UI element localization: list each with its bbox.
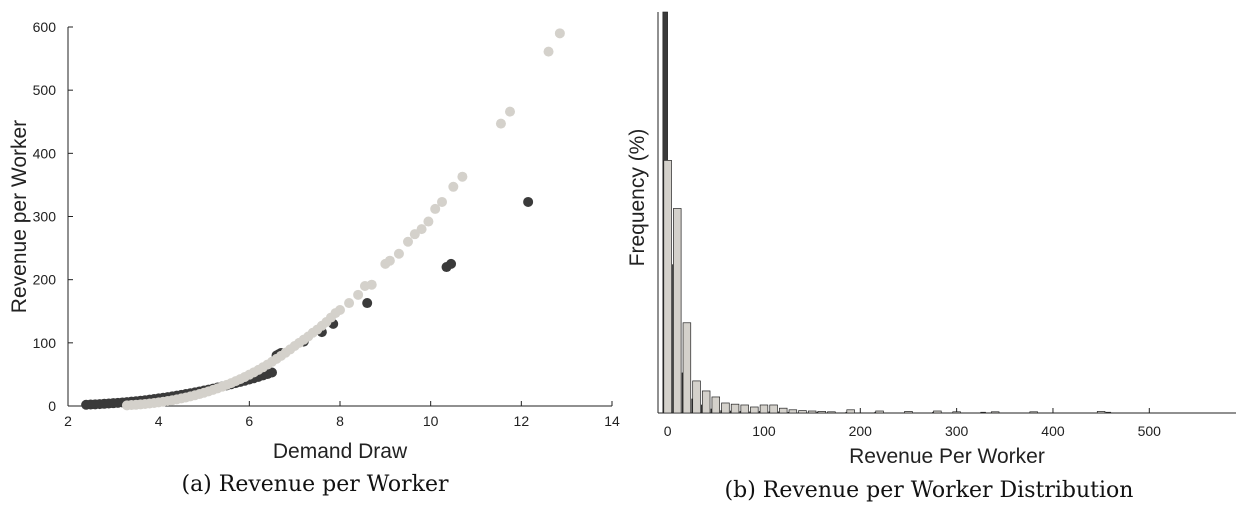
histogram-bar-light [682, 322, 692, 414]
histogram-bar-light [933, 410, 942, 414]
scatter-point-light [423, 216, 434, 227]
histogram-bar-light [1029, 411, 1038, 414]
histogram-bar-light [827, 411, 836, 414]
histogram-bar-light [990, 411, 1000, 414]
x-tick-label: 8 [336, 413, 344, 429]
scatter-point-light [437, 196, 447, 207]
scatter-point-light [554, 28, 565, 39]
histogram-bar-light [701, 390, 711, 414]
scatter-point-dark [267, 367, 277, 378]
histogram-bar-light [663, 160, 672, 414]
y-tick-label: 0 [48, 398, 56, 414]
x-tick-label: 0 [664, 423, 672, 439]
scatter-point-light [393, 248, 404, 259]
x-tick-label: 6 [245, 413, 253, 429]
y-tick-label: 600 [33, 19, 57, 35]
scatter-point-dark [523, 196, 534, 207]
x-tick-label: 14 [604, 413, 620, 429]
scatter-point-light [335, 304, 345, 315]
scatter-point-light [409, 229, 420, 240]
histogram-bar-light [769, 404, 778, 414]
histogram-bar-light [692, 380, 701, 414]
y-tick-label: 500 [33, 82, 57, 98]
caption-b: (b) Revenue per Worker Distribution [724, 478, 1134, 503]
x-tick-label: 300 [945, 423, 969, 439]
panel-revenue-histogram: 0 100 200 300 400 500 Revenue Per Worker Freque… [620, 0, 1238, 513]
y-tick-label: 300 [33, 209, 57, 225]
histogram-bar-light [740, 404, 749, 414]
y-tick-label: 400 [33, 145, 57, 161]
x-axis-title: Revenue Per Worker [849, 445, 1045, 468]
x-tick-label: 100 [752, 423, 776, 439]
scatter-point-light [457, 171, 468, 182]
scatter-point-light [366, 279, 377, 290]
scatter-point-light [384, 255, 395, 266]
y-tick-label: 100 [33, 335, 57, 351]
x-tick-label: 4 [155, 413, 163, 429]
x-tick-label: 400 [1041, 423, 1065, 439]
scatter-point-light [353, 289, 364, 300]
histogram-bar-dark [1105, 411, 1112, 414]
scatter-point-light [430, 203, 441, 214]
x-tick-label: 12 [514, 413, 530, 429]
x-axis-title: Demand Draw [273, 440, 408, 463]
scatter-point-dark [446, 258, 457, 269]
histogram-bar-light [846, 409, 855, 414]
scatter-point-light [448, 181, 459, 192]
scatter-point-dark [362, 298, 373, 309]
histogram-bar-light [711, 396, 721, 414]
histogram-bar-light [779, 407, 788, 414]
histogram-bar-light [798, 410, 807, 414]
histogram-bar-light [721, 402, 730, 414]
x-tick-label: 2 [64, 413, 72, 429]
histogram-bar-light [904, 411, 913, 414]
caption-a: (a) Revenue per Worker [181, 472, 449, 497]
x-tick-label: 200 [849, 423, 873, 439]
histogram-bar-light [817, 411, 826, 414]
scatter-point-light [495, 118, 506, 129]
scatter-point-light [403, 236, 413, 247]
histogram-bar-light [952, 411, 961, 414]
histogram-bar-light [673, 208, 682, 414]
histogram-bar-light [788, 409, 798, 414]
y-tick-label: 200 [33, 272, 57, 288]
histogram-bar-light [807, 410, 817, 414]
histogram-chart: 0 100 200 300 400 500 Revenue Per Worker Freque… [626, 11, 1236, 468]
scatter-point-light [344, 298, 355, 309]
scatter-point-light [543, 46, 554, 57]
scatter-point-light [505, 106, 515, 117]
histogram-bar-light [1096, 411, 1106, 414]
y-axis-title: Frequency (%) [626, 129, 649, 267]
y-axis-title: Revenue per Worker [8, 120, 31, 313]
scatter-point-light [416, 224, 427, 235]
panel-revenue-scatter: 2 4 6 8 10 12 14 0 100 200 300 400 500 600 Demand Draw… [8, 19, 620, 497]
x-tick-label: 500 [1138, 423, 1162, 439]
histogram-bar-dark [980, 411, 986, 414]
histogram-bar-light [759, 404, 769, 414]
scatter-chart: 2 4 6 8 10 12 14 0 100 200 300 400 500 600 Demand Draw… [8, 19, 620, 463]
x-tick-label: 10 [423, 413, 439, 429]
histogram-bar-light [750, 406, 759, 414]
histogram-bar-light [875, 410, 884, 414]
histogram-bar-light [730, 403, 740, 414]
